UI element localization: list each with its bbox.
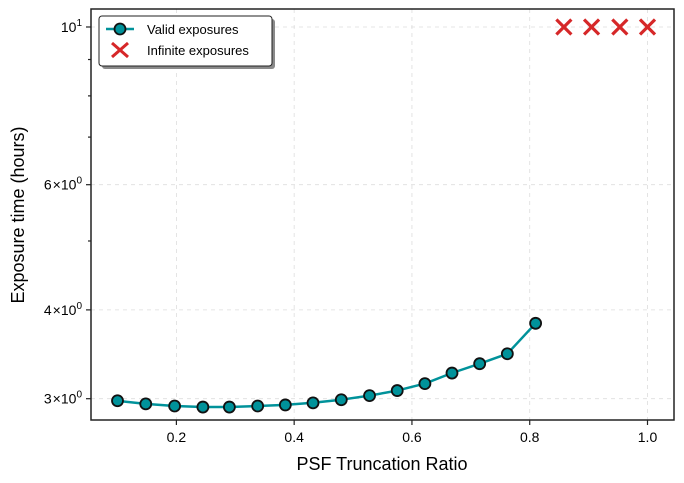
valid-exposure-point (334, 393, 348, 407)
y-tick-label: 6×100 (44, 176, 83, 193)
series (111, 18, 657, 414)
x-tick-label: 1.0 (638, 429, 658, 445)
y-tick-label-times: × (53, 302, 61, 318)
y-tick-label-base: 4 (44, 302, 52, 318)
y-tick-label-times: × (53, 391, 61, 407)
valid-exposure-point (473, 357, 487, 371)
y-tick-label-base: 3 (44, 391, 52, 407)
legend-infinite-label: Infinite exposures (147, 43, 249, 58)
y-tick-label-tens: 10 (61, 391, 77, 407)
y-tick-label: 101 (61, 18, 83, 35)
x-tick-label: 0.4 (284, 429, 304, 445)
infinite-exposure-point (638, 18, 657, 36)
legend-valid-label: Valid exposures (147, 22, 239, 37)
valid-exposure-point (222, 400, 236, 414)
y-tick-label-exp: 0 (76, 390, 82, 401)
legend-infinite-marker (111, 41, 129, 59)
valid-exposure-point (500, 347, 514, 361)
legend-box (98, 15, 273, 67)
valid-exposure-point (390, 384, 404, 397)
infinite-exposure-point (555, 18, 573, 36)
valid-exposure-point (196, 400, 210, 414)
x-tick-label: 0.6 (402, 429, 422, 445)
x-tick-label: 0.8 (520, 429, 540, 445)
valid-exposure-point (529, 316, 543, 330)
legend: Valid exposures Infinite exposures (98, 15, 275, 69)
valid-exposures-line (117, 322, 537, 409)
valid-exposure-point (363, 389, 376, 403)
y-axis-title: Exposure time (hours) (8, 126, 28, 303)
y-tick-label-exp: 1 (76, 18, 82, 29)
valid-exposure-point (445, 366, 459, 380)
y-tick-label-times: × (53, 177, 61, 193)
legend-valid-marker (113, 22, 127, 36)
y-tick-label-tens: 10 (61, 177, 77, 193)
y-tick-label-base: 6 (44, 177, 52, 193)
y-tick-label: 3×100 (44, 390, 83, 407)
valid-exposure-point (251, 399, 265, 413)
valid-exposure-point (418, 377, 432, 391)
y-tick-label-exp: 0 (76, 176, 82, 187)
infinite-exposure-point (611, 18, 629, 36)
plot-frame (90, 8, 675, 421)
valid-exposure-point (168, 399, 182, 413)
y-tick-label-tens: 10 (61, 302, 77, 318)
valid-exposure-point (278, 398, 292, 412)
valid-exposure-point (111, 394, 124, 408)
x-tick-label: 0.2 (167, 429, 187, 445)
y-tick-label: 4×100 (44, 301, 83, 318)
grid (91, 9, 674, 420)
infinite-exposure-point (582, 18, 601, 36)
valid-exposure-point (139, 397, 153, 411)
x-axis-title: PSF Truncation Ratio (296, 454, 467, 474)
y-tick-label-exp: 0 (76, 301, 82, 312)
y-tick-label-tens: 10 (61, 19, 77, 35)
valid-exposure-point (306, 396, 320, 410)
